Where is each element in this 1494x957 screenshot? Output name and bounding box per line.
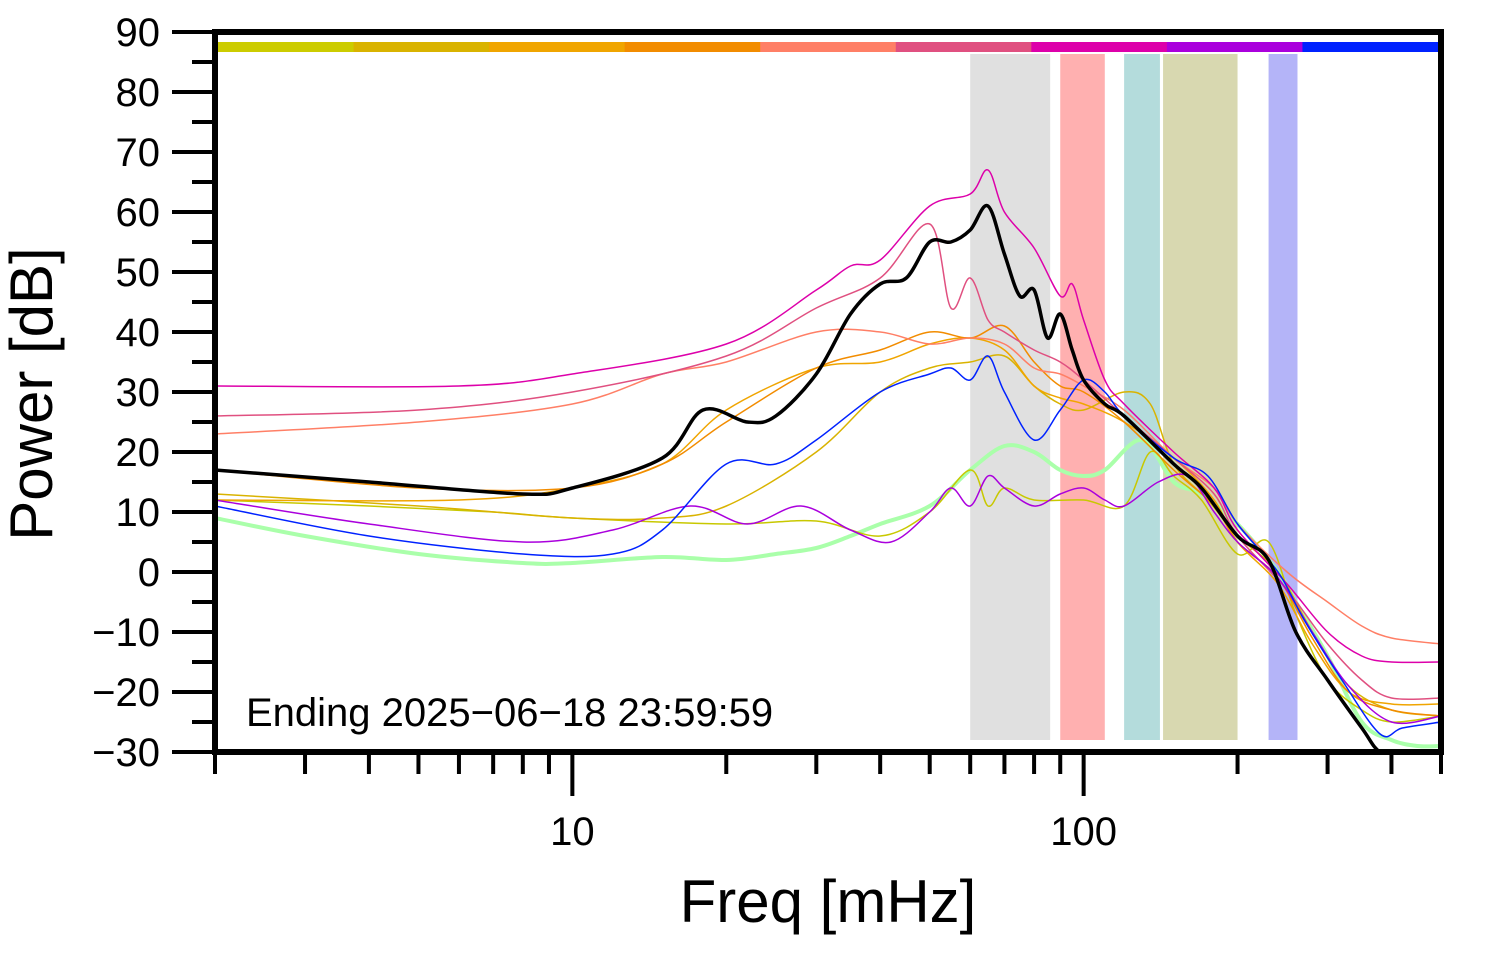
color-bar-segment-4 [760,42,897,52]
color-bar-segment-3 [624,42,761,52]
y-tick-label: −20 [92,671,160,715]
color-bar-segment-5 [895,42,1032,52]
y-tick-label: 50 [116,251,161,295]
band-2 [1124,54,1160,740]
y-axis-label: Power [dB] [0,247,65,540]
x-tick-label: 10 [550,810,595,854]
color-bar-segment-1 [353,42,490,52]
series-line-9 [218,355,1438,738]
y-tick-label: 40 [116,311,161,355]
y-tick-label: 10 [116,491,161,535]
frequency-bands [970,54,1298,740]
x-tick-label: 100 [1050,810,1117,854]
annotation-text: Ending 2025−06−18 23:59:59 [246,691,773,735]
y-axis: 90 80 70 60 50 40 30 20 10 0 −10 −20 −30 [92,11,215,775]
y-tick-label: 20 [116,431,161,475]
series-group [218,169,1438,752]
top-color-bar [218,42,1439,52]
color-bar-segment-2 [489,42,626,52]
band-3 [1163,54,1238,740]
y-tick-label: 90 [116,11,161,55]
y-tick-label: 30 [116,371,161,415]
y-tick-label: −10 [92,611,160,655]
series-line-5 [218,328,1438,645]
color-bar-segment-6 [1031,42,1168,52]
series-line-8 [218,473,1438,725]
y-tick-label: 70 [116,131,161,175]
y-tick-label: 60 [116,191,161,235]
y-tick-label: −30 [92,731,160,775]
band-4 [1268,54,1298,740]
band-0 [970,54,1051,740]
color-bar-segment-0 [218,42,355,52]
y-tick-label: 80 [116,71,161,115]
color-bar-segment-7 [1166,42,1303,52]
y-tick-label: 0 [138,551,160,595]
series-line-10 [218,203,1438,752]
x-axis-label: Freq [mHz] [680,868,977,935]
x-axis: 10 100 [213,752,1443,854]
color-bar-segment-8 [1302,42,1439,52]
